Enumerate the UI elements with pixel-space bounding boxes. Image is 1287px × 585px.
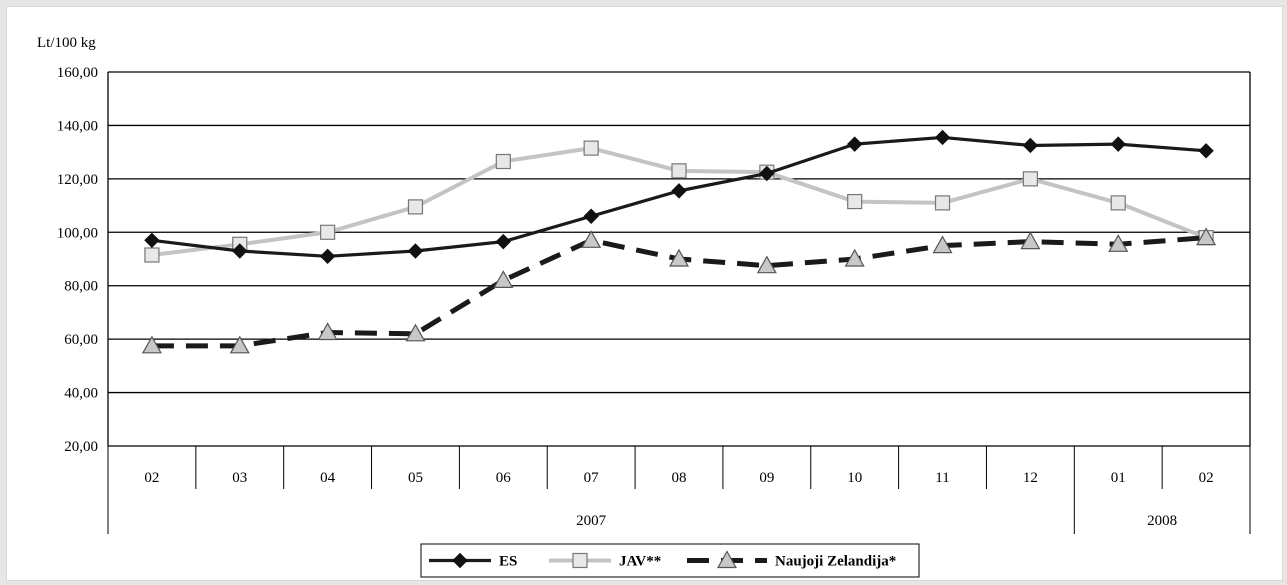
es-point	[144, 232, 160, 249]
es-point	[495, 233, 512, 250]
x-tick-label: 12	[1023, 470, 1038, 486]
y-tick-label: 20,00	[64, 439, 98, 455]
es-point	[407, 243, 424, 259]
jav-point	[847, 193, 863, 210]
x-tick-label: 01	[1111, 470, 1126, 486]
x-tick-label: 02	[144, 470, 159, 486]
legend: ES JAV** Naujoji Zelandija*	[420, 543, 920, 578]
es-point	[934, 129, 951, 146]
nz-point	[844, 248, 865, 267]
x-tick-label: 11	[935, 470, 949, 486]
es-point	[319, 248, 336, 265]
legend-item: Naujoji Zelandija*	[687, 550, 896, 570]
x-tick-label: 02	[1199, 470, 1214, 486]
jav-point	[407, 199, 424, 215]
es-point	[1198, 143, 1214, 159]
nz-point	[317, 322, 338, 341]
es-point	[759, 165, 775, 182]
nz-point	[229, 335, 250, 354]
x-tick-label: 05	[408, 470, 423, 486]
es-point	[583, 208, 599, 224]
es-point	[671, 183, 687, 199]
x-tick-label: 09	[759, 470, 774, 486]
legend-box	[420, 543, 920, 578]
chart-frame: Lt/100 kg 20,00 40,00 60,00 80,00 100,00 120,…	[6, 6, 1283, 581]
x-tick-label: 06	[496, 470, 512, 486]
jav-point	[144, 247, 160, 263]
x-tick-label: 10	[847, 470, 862, 486]
x-axis: 02 03 04 05 06 07 08 09 10 11 12 01 02 2007 2008	[107, 446, 1251, 534]
nz-point	[1108, 234, 1129, 252]
line-chart: Lt/100 kg 20,00 40,00 60,00 80,00 100,00 120,…	[37, 35, 1251, 578]
es-point	[1022, 137, 1039, 154]
x-tick-label: 03	[232, 470, 247, 486]
nz-point	[756, 255, 777, 274]
y-tick-label: 40,00	[64, 386, 98, 402]
es-point	[232, 243, 248, 259]
jav-point	[583, 140, 599, 156]
nz-point	[405, 323, 426, 342]
y-tick-labels: 20,00 40,00 60,00 80,00 100,00 120,00 140,00 16…	[57, 65, 98, 455]
y-tick-label: 80,00	[64, 279, 98, 295]
nz-point	[1196, 227, 1217, 246]
legend-item: ES	[429, 552, 517, 570]
nz-point	[668, 248, 690, 267]
nz-point	[581, 230, 602, 248]
jav-point	[495, 153, 511, 170]
jav-point	[320, 224, 336, 240]
nz-point	[493, 270, 514, 288]
year-label: 2008	[1147, 513, 1177, 529]
jav-point	[1110, 195, 1126, 211]
year-label: 2007	[576, 513, 607, 529]
es-point	[846, 136, 863, 152]
jav-point	[934, 195, 951, 211]
nz-point	[716, 550, 738, 569]
jav-point	[671, 163, 687, 179]
jav-point	[572, 552, 588, 569]
series-es	[144, 129, 1214, 265]
y-tick-label: 160,00	[57, 65, 98, 81]
legend-label: ES	[499, 554, 517, 570]
y-axis-label: Lt/100 kg	[37, 35, 96, 51]
x-tick-label: 07	[584, 470, 600, 486]
series-naujoji-zelandija	[141, 227, 1217, 354]
nz-point	[1020, 231, 1041, 250]
legend-item: JAV**	[549, 552, 661, 570]
jav-point	[1022, 171, 1038, 187]
nz-point	[932, 235, 953, 254]
x-tick-label: 08	[672, 470, 687, 486]
legend-label: Naujoji Zelandija*	[775, 554, 896, 570]
es-point	[452, 552, 468, 569]
y-tick-label: 60,00	[64, 332, 98, 348]
y-tick-label: 120,00	[57, 172, 98, 188]
nz-point	[141, 335, 162, 354]
x-tick-label: 04	[320, 470, 336, 486]
es-point	[1110, 136, 1126, 152]
series-layer	[141, 129, 1217, 354]
y-tick-label: 140,00	[57, 118, 98, 134]
y-tick-label: 100,00	[57, 225, 98, 241]
legend-label: JAV**	[619, 554, 661, 570]
